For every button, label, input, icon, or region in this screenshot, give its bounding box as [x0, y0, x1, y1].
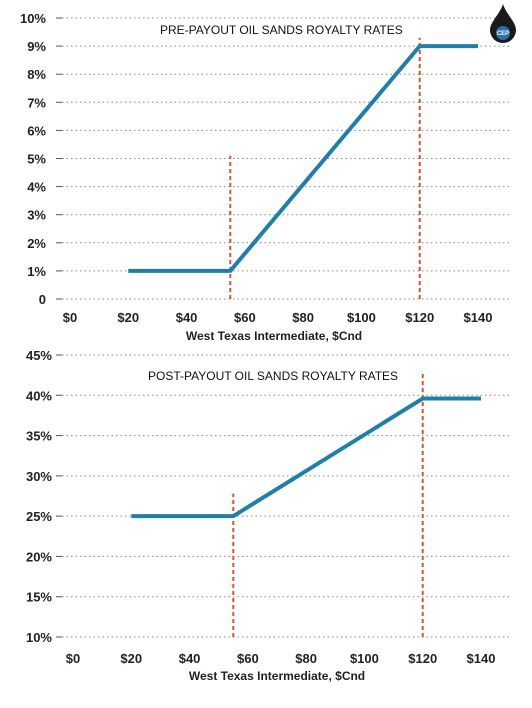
- x-tick-label: $100: [347, 310, 376, 325]
- y-tick-label: 9%: [27, 39, 46, 54]
- y-tick-label: 4%: [27, 180, 46, 195]
- x-tick-label: $100: [350, 651, 379, 666]
- y-tick-label: 5%: [27, 152, 46, 167]
- x-axis-label: West Texas Intermediate, $Cnd: [189, 669, 365, 683]
- y-tick-label: 2%: [27, 236, 46, 251]
- y-tick-label: 20%: [26, 549, 52, 564]
- x-tick-label: $20: [117, 310, 139, 325]
- logo-text: CEP: [497, 31, 509, 37]
- x-tick-label: $40: [179, 651, 201, 666]
- series-line: [128, 44, 478, 273]
- y-tick-label: 0: [39, 292, 46, 307]
- x-tick-label: $120: [405, 310, 434, 325]
- y-tick-label: 30%: [26, 469, 52, 484]
- y-tick-label: 15%: [26, 590, 52, 605]
- x-tick-label: $60: [237, 651, 259, 666]
- y-tick-label: 3%: [27, 208, 46, 223]
- y-tick-label: 1%: [27, 264, 46, 279]
- x-axis-label: West Texas Intermediate, $Cnd: [186, 329, 362, 343]
- pre-payout-chart: 0 1% 2% 3% 4% 5% 6% 7% 8% 9% 10% $0 $20 $40 $60 $80 $100…: [20, 11, 510, 343]
- x-tick-label: $80: [292, 310, 314, 325]
- x-tick-label: $0: [63, 310, 77, 325]
- cep-logo-icon: CEP: [490, 4, 516, 43]
- x-tick-label: $80: [295, 651, 317, 666]
- chart-title: PRE-PAYOUT OIL SANDS ROYALTY RATES: [160, 23, 403, 37]
- x-tick-label: $20: [120, 651, 142, 666]
- y-tick-label: 45%: [26, 348, 52, 363]
- y-tick-label: 7%: [27, 95, 46, 110]
- x-tick-label: $60: [234, 310, 256, 325]
- y-tick-label: 25%: [26, 509, 52, 524]
- y-tick-label: 6%: [27, 123, 46, 138]
- x-tick-label: $140: [467, 651, 496, 666]
- x-tick-label: $40: [176, 310, 198, 325]
- y-tick-label: 10%: [20, 11, 46, 26]
- series-line: [131, 396, 481, 519]
- y-tick-label: 35%: [26, 429, 52, 444]
- chart-title: POST-PAYOUT OIL SANDS ROYALTY RATES: [148, 369, 398, 383]
- post-payout-chart: 10% 15% 20% 25% 30% 35% 40% 45% $0 $20 $40 $60 $80 $1…: [26, 348, 510, 683]
- x-tick-label: $0: [66, 651, 80, 666]
- y-tick-label: 40%: [26, 388, 52, 403]
- x-tick-label: $120: [408, 651, 437, 666]
- y-tick-label: 10%: [26, 630, 52, 645]
- x-tick-label: $140: [464, 310, 493, 325]
- y-tick-label: 8%: [27, 67, 46, 82]
